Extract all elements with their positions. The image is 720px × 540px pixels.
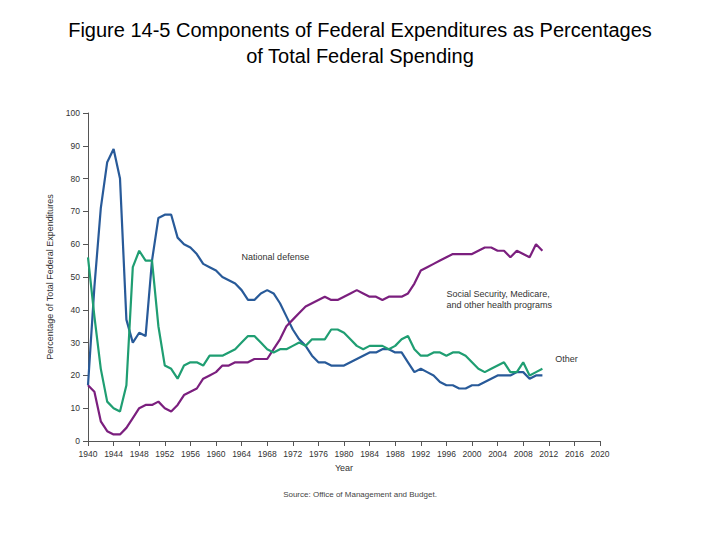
svg-text:Percentage of Total Federal Ex: Percentage of Total Federal Expenditures	[45, 194, 55, 360]
svg-text:Source: Office of Management a: Source: Office of Management and Budget.	[283, 490, 437, 499]
svg-text:70: 70	[71, 206, 81, 216]
svg-text:of Total Federal Spending: of Total Federal Spending	[246, 45, 474, 67]
svg-text:1960: 1960	[207, 449, 226, 459]
svg-text:90: 90	[71, 141, 81, 151]
svg-text:1944: 1944	[104, 449, 123, 459]
svg-text:1976: 1976	[309, 449, 328, 459]
svg-text:and other health programs: and other health programs	[446, 300, 552, 310]
svg-text:Social Security, Medicare,: Social Security, Medicare,	[446, 289, 549, 299]
svg-text:1956: 1956	[181, 449, 200, 459]
svg-text:1996: 1996	[437, 449, 456, 459]
svg-text:1980: 1980	[335, 449, 354, 459]
svg-text:2000: 2000	[463, 449, 482, 459]
svg-text:1964: 1964	[232, 449, 251, 459]
svg-text:100: 100	[66, 108, 80, 118]
svg-text:10: 10	[71, 403, 81, 413]
svg-text:2008: 2008	[514, 449, 533, 459]
svg-text:1952: 1952	[155, 449, 174, 459]
svg-text:60: 60	[71, 239, 81, 249]
svg-text:20: 20	[71, 370, 81, 380]
svg-text:2004: 2004	[488, 449, 507, 459]
svg-text:Figure 14-5 Components of Fede: Figure 14-5 Components of Federal Expend…	[68, 19, 652, 41]
svg-text:1984: 1984	[360, 449, 379, 459]
svg-text:1968: 1968	[258, 449, 277, 459]
svg-text:40: 40	[71, 305, 81, 315]
svg-text:1948: 1948	[130, 449, 149, 459]
svg-text:1972: 1972	[283, 449, 302, 459]
svg-text:2016: 2016	[565, 449, 584, 459]
svg-text:50: 50	[71, 272, 81, 282]
svg-text:80: 80	[71, 174, 81, 184]
svg-text:1940: 1940	[79, 449, 98, 459]
svg-text:National defense: National defense	[242, 252, 310, 262]
svg-text:Year: Year	[335, 463, 353, 473]
svg-text:1988: 1988	[386, 449, 405, 459]
svg-text:0: 0	[75, 436, 80, 446]
svg-text:2020: 2020	[591, 449, 610, 459]
svg-text:2012: 2012	[539, 449, 558, 459]
svg-text:30: 30	[71, 338, 81, 348]
svg-text:Other: Other	[555, 354, 578, 364]
svg-text:1992: 1992	[411, 449, 430, 459]
